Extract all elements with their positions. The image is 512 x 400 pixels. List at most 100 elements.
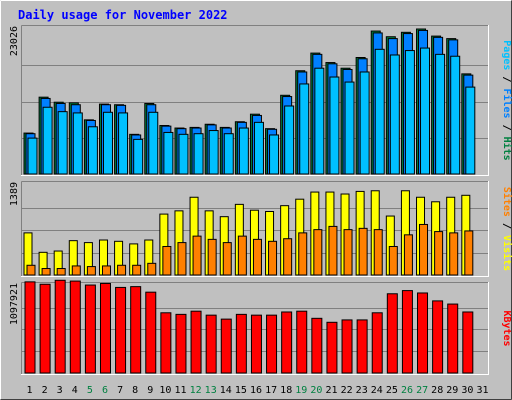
legend-kbytes: KBytes — [501, 310, 512, 346]
bar-pages — [223, 133, 234, 175]
bar-pages — [193, 133, 204, 175]
day-label: 18 — [280, 385, 292, 396]
bar-sites — [328, 225, 338, 276]
day-label: 12 — [190, 385, 202, 396]
day-label: 7 — [117, 385, 123, 396]
bar-sites — [41, 268, 51, 276]
day-label: 14 — [220, 385, 232, 396]
day-label: 10 — [159, 385, 171, 396]
bar-kbytes — [130, 286, 142, 374]
day-label: 25 — [386, 385, 398, 396]
bar-kbytes — [175, 313, 187, 374]
bar-kbytes — [235, 313, 247, 374]
bar-sites — [464, 230, 474, 276]
legend-hits-files-pages: Pages / Files / Hits — [501, 40, 512, 160]
panel-kbytes: 1097921 KBytes — [9, 279, 512, 375]
bar-pages — [329, 76, 340, 175]
day-label: 3 — [57, 385, 63, 396]
legend-separator: / — [501, 70, 512, 88]
bar-sites — [283, 238, 293, 276]
bar-kbytes — [432, 300, 444, 374]
bar-pages — [178, 133, 189, 175]
bar-kbytes — [296, 310, 308, 374]
bar-pages — [374, 48, 385, 175]
day-label: 17 — [265, 385, 277, 396]
bar-kbytes — [417, 292, 429, 374]
bar-kbytes — [205, 314, 217, 374]
bar-sites — [71, 265, 81, 276]
bar-sites — [268, 240, 278, 276]
legend-files: Files — [501, 88, 512, 118]
day-label: 24 — [371, 385, 383, 396]
day-label: 1 — [26, 385, 32, 396]
bar-sites — [343, 229, 353, 276]
bar-pages — [299, 83, 310, 175]
legend-sites: Sites — [501, 187, 512, 217]
panel-visits-sites: 1389 Sites / Visits — [9, 181, 512, 277]
bar-kbytes — [69, 280, 81, 374]
bar-kbytes — [84, 284, 96, 374]
bar-kbytes — [462, 311, 474, 374]
bar-sites — [252, 238, 262, 276]
bar-kbytes — [356, 319, 368, 374]
day-label: 16 — [250, 385, 262, 396]
panel-hits-files-pages: 23026 Pages / Files / Hits — [9, 25, 512, 176]
bar-kbytes — [250, 314, 262, 374]
bar-kbytes — [145, 291, 157, 374]
day-label: 22 — [341, 385, 353, 396]
bar-sites — [147, 262, 157, 276]
legend-separator: / — [501, 119, 512, 137]
panels-layer: 23026 Pages / Files / Hits 1389 Sites / Vis… — [9, 25, 512, 375]
bar-sites — [207, 238, 217, 276]
y-max-label: 1097921 — [9, 283, 20, 325]
legend-kbytes: KBytes — [501, 310, 512, 346]
bar-sites — [117, 264, 127, 276]
y-max-label: 1389 — [9, 182, 20, 206]
legend-pages: Pages — [501, 40, 512, 70]
bar-kbytes — [401, 290, 413, 374]
bar-kbytes — [326, 321, 338, 374]
bar-kbytes — [220, 318, 232, 374]
bar-pages — [404, 50, 415, 175]
bar-kbytes — [447, 303, 459, 374]
bar-pages — [359, 71, 370, 175]
bar-sites — [192, 235, 202, 276]
bar-kbytes — [24, 281, 36, 374]
bar-pages — [87, 126, 98, 175]
bar-pages — [450, 55, 461, 175]
y-max-label: 23026 — [9, 26, 20, 56]
bar-pages — [133, 138, 144, 175]
day-label: 8 — [132, 385, 138, 396]
bar-pages — [102, 111, 113, 175]
bar-pages — [465, 86, 476, 175]
legend-visits: Visits — [501, 235, 512, 271]
bar-kbytes — [115, 286, 127, 374]
day-label: 23 — [356, 385, 368, 396]
bar-pages — [118, 112, 129, 175]
bar-kbytes — [266, 314, 278, 374]
bar-sites — [358, 227, 368, 276]
day-label: 21 — [325, 385, 337, 396]
bar-sites — [162, 245, 172, 276]
day-label: 9 — [147, 385, 153, 396]
bar-sites — [403, 234, 413, 276]
day-label: 20 — [310, 385, 322, 396]
day-label: 26 — [401, 385, 413, 396]
bar-pages — [238, 127, 249, 175]
day-tick-labels: 1 2 3 4 5 6 7 8 9 10 11 12 13 14 15 16 17 18 19 20 21 22 23 24 2… — [26, 385, 488, 396]
legend-separator: / — [501, 217, 512, 235]
legend-hits: Hits — [501, 137, 512, 161]
bar-kbytes — [341, 319, 353, 374]
day-label: 4 — [72, 385, 78, 396]
day-label: 15 — [235, 385, 247, 396]
bar-sites — [86, 266, 96, 276]
bar-sites — [419, 223, 429, 276]
bar-pages — [57, 111, 68, 175]
bar-sites — [26, 264, 36, 276]
bar-sites — [222, 242, 232, 276]
bar-kbytes — [160, 312, 172, 374]
day-label: 6 — [102, 385, 108, 396]
day-label: 13 — [205, 385, 217, 396]
bar-sites — [449, 232, 459, 276]
